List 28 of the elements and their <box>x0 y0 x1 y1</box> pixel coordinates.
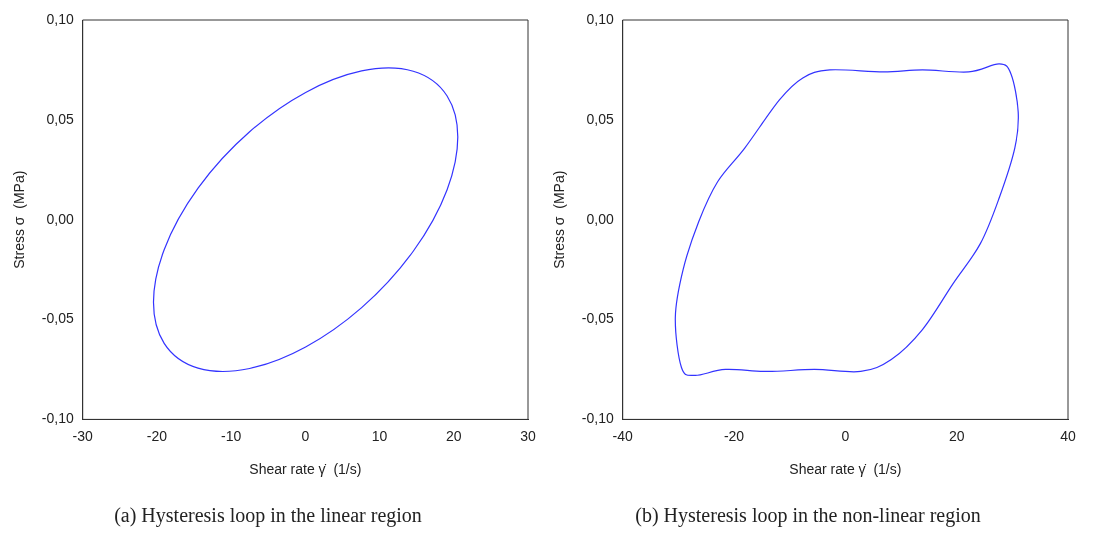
x-tick-label: 0 <box>841 427 850 444</box>
x-tick-label: -10 <box>221 427 242 444</box>
x-tick-label: 10 <box>371 427 388 444</box>
y-tick-label: -0,05 <box>581 310 614 327</box>
y-tick-label: -0,10 <box>581 410 614 427</box>
x-axis-title: Shear rate γ̇ (1/s) <box>249 461 362 478</box>
y-tick-label: -0,10 <box>41 410 74 427</box>
x-tick-label: 20 <box>948 427 965 444</box>
y-axis-title: Stress σ (MPa) <box>11 170 28 269</box>
x-tick-label: -20 <box>146 427 168 444</box>
y-tick-label: -0,05 <box>41 310 74 327</box>
x-tick-label: -30 <box>72 427 94 444</box>
y-tick-label: 0,05 <box>586 110 614 127</box>
text: (b) Hysteresis loop in the non-linear region <box>635 504 981 528</box>
y-tick-label: 0,00 <box>586 210 614 227</box>
x-tick-label: 40 <box>1060 427 1076 444</box>
x-tick-label: 20 <box>446 427 462 444</box>
y-axis-title: Stress σ (MPa) <box>551 170 568 269</box>
x-tick-label: -40 <box>612 427 634 444</box>
x-tick-label: 30 <box>520 427 536 444</box>
x-tick-label: 0 <box>301 427 310 444</box>
y-tick-label: 0,05 <box>46 110 74 127</box>
text: (a) Hysteresis loop in the linear region <box>114 504 422 528</box>
x-tick-label: -20 <box>723 427 745 444</box>
y-tick-label: 0,00 <box>46 210 74 227</box>
y-tick-label: 0,10 <box>586 10 614 27</box>
y-tick-label: 0,10 <box>46 10 74 27</box>
x-axis-title: Shear rate γ̇ (1/s) <box>789 461 902 478</box>
